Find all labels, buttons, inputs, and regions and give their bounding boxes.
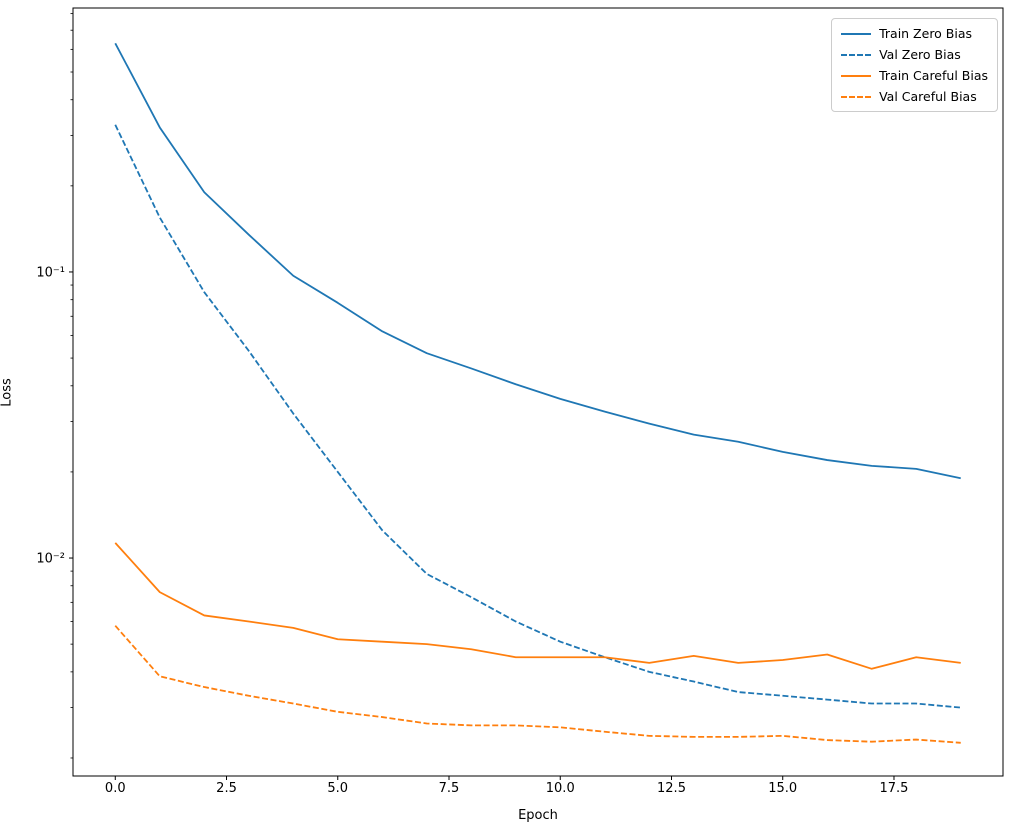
series-line-train-careful-bias <box>114 542 961 670</box>
legend-line-sample-icon <box>841 53 872 56</box>
legend: Train Zero Bias Val Zero Bias Train Care… <box>831 18 998 112</box>
y-axis-label: Loss <box>0 378 15 407</box>
x-tick-label: 0.0 <box>105 781 126 796</box>
legend-label: Val Zero Bias <box>879 47 961 62</box>
axes-frame <box>72 7 1004 777</box>
x-axis-label: Epoch <box>518 808 558 823</box>
x-tick-label: 12.5 <box>657 781 686 796</box>
y-tick-label: 10⁻² <box>36 552 65 567</box>
series-line-val-careful-bias <box>114 625 961 744</box>
legend-entry-train-zero-bias: Train Zero Bias <box>841 26 988 41</box>
series-line-val-zero-bias <box>114 124 961 709</box>
x-tick-label: 5.0 <box>327 781 348 796</box>
legend-line-sample-icon <box>841 74 872 77</box>
series-line-train-zero-bias <box>114 42 961 480</box>
legend-entry-train-careful-bias: Train Careful Bias <box>841 68 988 83</box>
x-tick-label: 7.5 <box>439 781 460 796</box>
x-tick-label: 17.5 <box>880 781 909 796</box>
x-tick-label: 15.0 <box>768 781 797 796</box>
legend-line-sample-icon <box>841 95 872 98</box>
legend-label: Train Zero Bias <box>879 26 973 41</box>
legend-entry-val-zero-bias: Val Zero Bias <box>841 47 988 62</box>
x-tick-label: 10.0 <box>546 781 575 796</box>
legend-entry-val-careful-bias: Val Careful Bias <box>841 89 988 104</box>
legend-label: Val Careful Bias <box>879 89 977 104</box>
y-tick-label: 10⁻¹ <box>36 265 65 280</box>
x-tick-label: 2.5 <box>216 781 237 796</box>
legend-line-sample-icon <box>841 32 872 35</box>
legend-label: Train Careful Bias <box>879 68 988 83</box>
